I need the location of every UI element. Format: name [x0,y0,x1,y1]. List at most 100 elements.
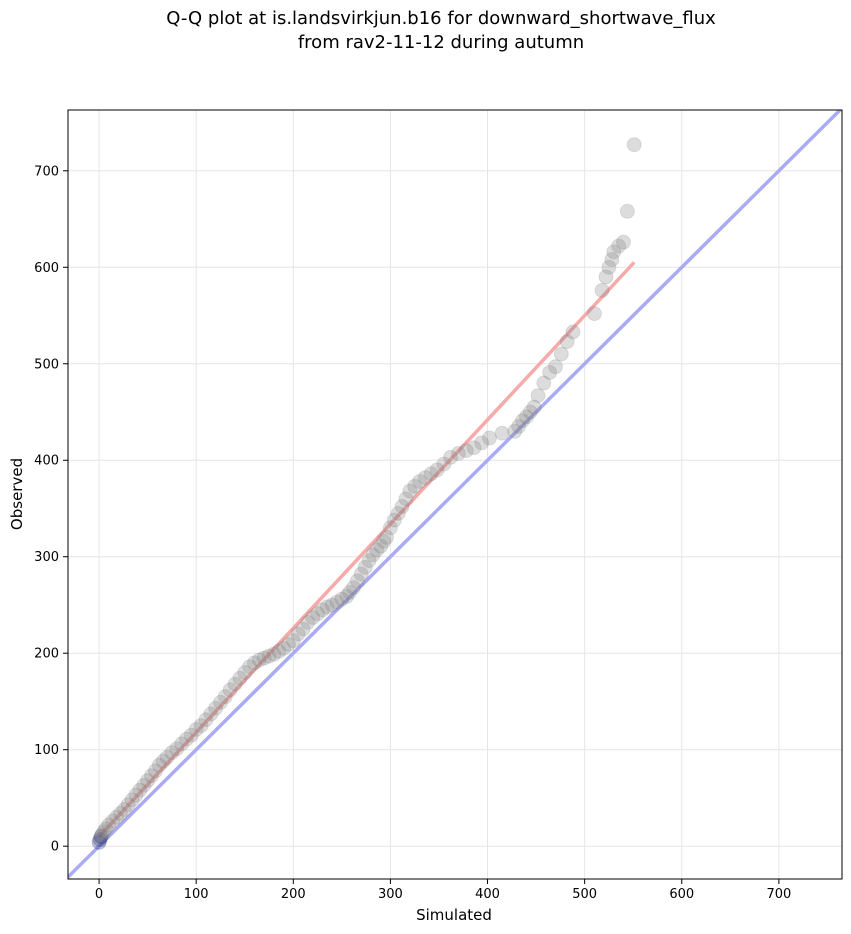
data-point [144,768,160,784]
plot-area-frame [67,109,843,880]
data-point [92,831,108,847]
data-point [357,559,373,575]
data-point [222,682,238,698]
data-point [151,757,167,773]
data-point [390,505,406,521]
data-point [394,499,410,515]
data-point [136,777,152,793]
data-point [256,650,272,666]
identity-line [68,110,842,879]
data-point [159,749,175,765]
data-point [164,745,180,761]
data-point [324,597,340,613]
data-point [93,829,109,845]
data-point [466,440,482,456]
data-point [300,614,316,630]
data-point [423,466,439,482]
data-point [615,234,631,250]
data-point [382,520,398,536]
data-point [109,809,125,825]
y-tick-label: 0 [51,840,59,855]
data-point [553,346,569,362]
data-point [101,817,117,833]
chart-title-line1: Q-Q plot at is.landsvirkjun.b16 for down… [166,8,716,29]
data-point [120,797,136,813]
data-point [474,435,490,451]
data-point [339,588,355,604]
data-point [188,721,204,737]
data-point [140,773,156,789]
data-point [208,700,224,716]
data-point [458,443,474,459]
data-point [334,591,350,607]
data-point [598,269,614,285]
data-point [124,792,140,808]
data-point [346,580,362,596]
data-point [132,782,148,798]
data-point [217,689,233,705]
y-tick-label: 500 [34,357,59,372]
x-tick-label: 100 [184,887,209,902]
data-point [290,626,306,642]
data-point [559,334,575,350]
data-point [155,753,171,769]
data-point [604,252,620,268]
grid-lines [68,110,842,879]
data-point [232,670,248,686]
data-point [105,813,121,829]
x-axis-label: Simulated [416,906,492,924]
data-point [285,633,301,649]
data-point [376,533,392,549]
data-point [261,648,277,664]
y-tick-label: 600 [34,261,59,276]
data-point [280,637,296,653]
data-point [276,640,292,656]
x-tick-label: 300 [378,887,403,902]
data-point [601,259,617,275]
data-point [227,676,243,692]
data-point [436,456,452,472]
data-point [586,306,602,322]
data-point [402,483,418,499]
x-tick-label: 400 [475,887,500,902]
data-point [398,491,414,507]
data-point [237,665,253,681]
data-point [198,712,214,728]
data-point [526,399,542,415]
data-point [594,282,610,298]
data-point [450,445,466,461]
x-tick-label: 700 [766,887,791,902]
data-point [203,706,219,722]
data-point [522,404,538,420]
data-point [314,602,330,618]
data-point [494,425,510,441]
y-tick-label: 200 [34,647,59,662]
data-point [361,553,377,569]
data-point [619,203,635,219]
fit-line [97,261,636,838]
data-point [212,694,228,710]
x-tick-label: 200 [281,887,306,902]
data-point [246,655,262,671]
data-point [511,418,527,434]
y-axis-label: Observed [8,458,26,530]
data-point [310,606,326,622]
data-point [429,462,445,478]
data-point [565,324,581,340]
data-point [128,787,144,803]
data-point [91,834,107,850]
data-point [417,470,433,486]
data-point [548,359,564,375]
data-point [329,594,345,610]
x-tick-label: 600 [669,887,694,902]
data-point [242,659,258,675]
data-point [116,802,132,818]
data-point [530,388,546,404]
data-point [183,727,199,743]
data-point [98,821,114,837]
data-point [147,763,163,779]
y-tick-label: 300 [34,550,59,565]
data-point [536,375,552,391]
data-point [193,718,209,734]
